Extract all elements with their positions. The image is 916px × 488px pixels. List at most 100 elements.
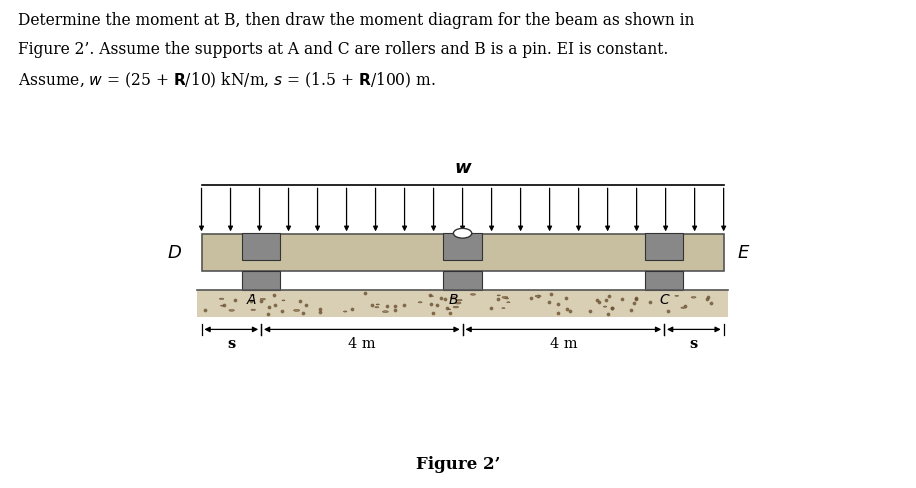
Point [562, 307, 577, 315]
Ellipse shape [219, 298, 224, 300]
Bar [645, 233, 683, 260]
Point [440, 304, 454, 312]
Ellipse shape [502, 307, 505, 309]
Point [628, 294, 643, 302]
Point [484, 305, 498, 312]
Point [422, 291, 437, 299]
Text: Figure 2’: Figure 2’ [416, 456, 500, 473]
Point [629, 296, 644, 304]
Ellipse shape [604, 306, 606, 307]
Ellipse shape [383, 311, 388, 313]
Point [267, 291, 282, 299]
Point [551, 309, 565, 317]
Point [299, 301, 313, 308]
Ellipse shape [293, 309, 300, 311]
Text: Determine the moment at B, then draw the moment diagram for the beam as shown in: Determine the moment at B, then draw the… [18, 12, 694, 29]
Point [560, 305, 574, 313]
Point [379, 302, 394, 310]
Point [699, 296, 714, 304]
Point [397, 301, 411, 309]
Point [198, 306, 213, 314]
Ellipse shape [419, 302, 422, 303]
Bar [197, 290, 728, 317]
Point [615, 295, 629, 303]
Point [313, 305, 328, 312]
Point [296, 309, 311, 317]
Point [442, 309, 457, 317]
Point [544, 290, 559, 298]
Point [434, 294, 449, 302]
Point [541, 298, 556, 306]
Ellipse shape [497, 295, 500, 296]
Ellipse shape [507, 302, 510, 303]
Point [217, 301, 232, 308]
Text: 4 m: 4 m [348, 337, 376, 351]
Point [267, 302, 282, 309]
Ellipse shape [448, 309, 451, 310]
Text: s: s [227, 337, 235, 351]
Point [624, 305, 638, 313]
Ellipse shape [229, 309, 234, 311]
Text: A: A [247, 293, 256, 307]
Ellipse shape [250, 294, 255, 296]
Point [387, 306, 402, 314]
Text: s: s [690, 337, 698, 351]
Point [254, 297, 268, 305]
Ellipse shape [502, 296, 508, 298]
Ellipse shape [692, 297, 696, 298]
Point [605, 304, 619, 312]
Point [583, 307, 598, 315]
Text: w: w [454, 159, 471, 177]
Point [602, 292, 616, 300]
Point [660, 307, 675, 315]
Ellipse shape [681, 307, 685, 308]
Ellipse shape [344, 311, 347, 312]
Point [703, 299, 718, 306]
Point [387, 303, 402, 310]
Circle shape [453, 228, 472, 238]
Ellipse shape [260, 298, 266, 300]
Ellipse shape [251, 309, 256, 310]
Ellipse shape [457, 299, 463, 301]
Text: B: B [449, 293, 458, 307]
Ellipse shape [675, 295, 679, 296]
Ellipse shape [454, 302, 461, 304]
Ellipse shape [282, 300, 285, 301]
Point [524, 294, 539, 302]
Text: D: D [168, 244, 181, 262]
Point [244, 297, 258, 305]
Point [426, 309, 441, 317]
Point [275, 307, 289, 315]
Point [530, 292, 545, 300]
Ellipse shape [221, 305, 224, 306]
Point [227, 296, 242, 304]
Ellipse shape [535, 295, 541, 297]
Bar [443, 233, 482, 260]
Point [558, 294, 572, 302]
Bar [443, 271, 482, 290]
Ellipse shape [375, 306, 379, 308]
Text: Figure 2’. Assume the supports at A and C are rollers and B is a pin. EI is cons: Figure 2’. Assume the supports at A and … [18, 41, 669, 59]
Ellipse shape [453, 306, 459, 308]
Ellipse shape [376, 304, 379, 305]
Ellipse shape [451, 297, 457, 299]
Text: 4 m: 4 m [550, 337, 577, 351]
Point [701, 293, 715, 301]
Point [344, 305, 359, 313]
Point [438, 295, 453, 303]
Point [293, 297, 308, 305]
Bar [242, 271, 280, 290]
Point [491, 295, 506, 303]
Bar [242, 233, 280, 260]
Text: Assume, $w$ = (25 + $\mathbf{R}$/10) kN/m, $s$ = (1.5 + $\mathbf{R}$/100) m.: Assume, $w$ = (25 + $\mathbf{R}$/10) kN/… [18, 71, 436, 90]
Point [678, 302, 692, 310]
Point [551, 300, 565, 307]
Bar [202, 234, 724, 271]
Point [605, 304, 620, 312]
Bar [645, 271, 683, 290]
Point [262, 303, 277, 311]
Ellipse shape [431, 296, 433, 297]
Point [642, 299, 657, 306]
Point [627, 299, 641, 306]
Point [592, 299, 606, 306]
